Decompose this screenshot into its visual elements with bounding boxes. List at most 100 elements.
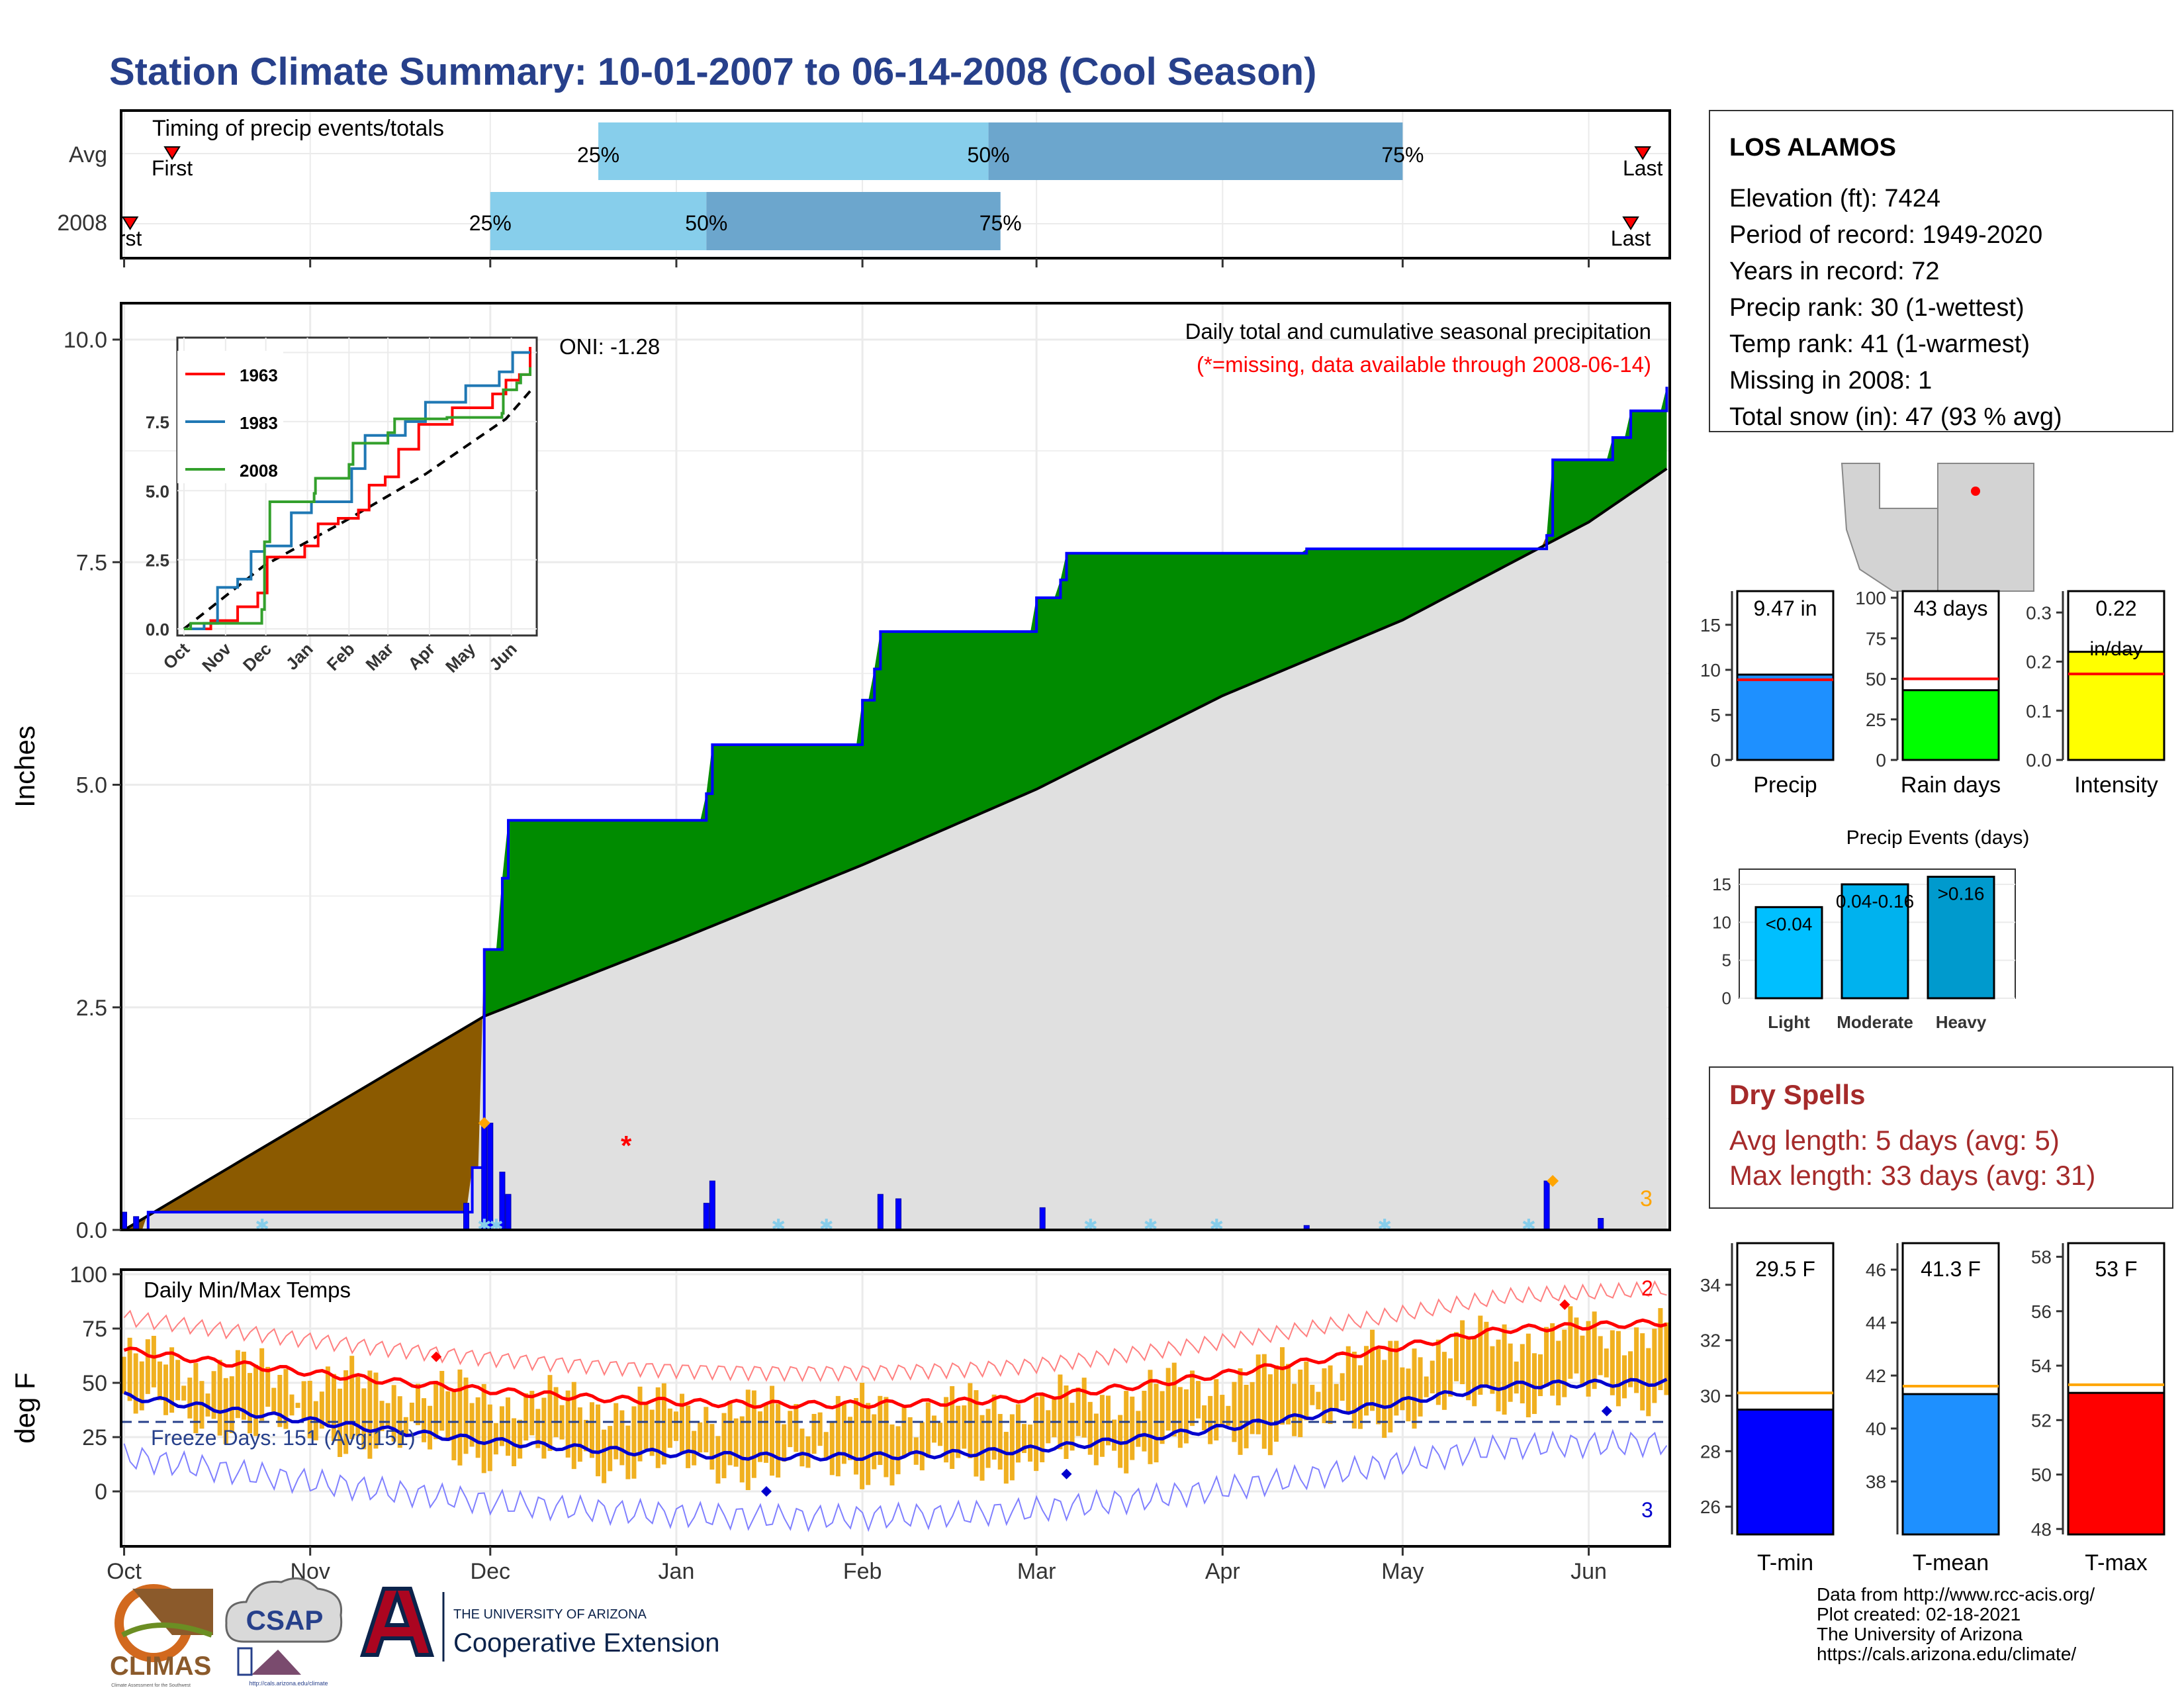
daily-temp-bar [733, 1418, 739, 1467]
event-marker-icon [1634, 146, 1651, 160]
y-tick-label: 25 [82, 1425, 107, 1450]
timing-frame [120, 109, 1671, 259]
daily-temp-bar [1615, 1331, 1621, 1407]
daily-temp-bar [1447, 1358, 1453, 1397]
daily-temp-bar [1531, 1353, 1537, 1415]
footer-credits: Data from http://www.rcc-acis.org/ Plot … [1817, 1584, 2095, 1664]
daily-temp-bar [1628, 1351, 1633, 1387]
precip-y-axis: 0.0 2.5 5.0 7.5 10.0 [64, 328, 121, 1243]
temp-summary-tick-label: 32 [1700, 1331, 1721, 1351]
month-label: Apr [1205, 1559, 1240, 1584]
daily-temp-bar [1304, 1361, 1309, 1421]
summary-tick-label: 10 [1700, 660, 1721, 680]
daily-temp-bar [1460, 1320, 1465, 1385]
daily-temp-bar [295, 1403, 300, 1408]
daily-temp-bar [974, 1390, 979, 1477]
month-label: May [1381, 1559, 1424, 1584]
temp-summary-bar [2067, 1391, 2165, 1536]
daily-temp-bar [157, 1361, 162, 1401]
daily-temp-bar [829, 1422, 835, 1476]
temp-summary-tick-label: 28 [1700, 1441, 1721, 1462]
daily-temp-bar [319, 1391, 324, 1429]
daily-temp-bar [253, 1364, 259, 1436]
temp-summary-tick-label: 54 [2031, 1356, 2052, 1376]
daily-temp-bar [506, 1397, 510, 1456]
csap-bars-icon [237, 1647, 253, 1676]
daily-temp-bar [1340, 1373, 1345, 1401]
daily-temp-bar [577, 1407, 582, 1462]
daily-temp-bar [661, 1383, 666, 1465]
daily-temp-bar [1430, 1360, 1435, 1393]
daily-temp-bar [614, 1403, 619, 1460]
summary-name-label: Rain days [1901, 773, 2001, 798]
daily-temp-bar [1124, 1391, 1129, 1474]
daily-temp-bar [343, 1370, 349, 1454]
event-category-label: Moderate [1837, 1012, 1913, 1032]
daily-temp-bar [1400, 1367, 1405, 1411]
count-max: 2 [1641, 1276, 1653, 1300]
station-line: Years in record: 72 [1729, 258, 1940, 285]
temp-summary-tick-label: 52 [2031, 1410, 2052, 1430]
inset-series-line [184, 367, 531, 630]
daily-temp-bar [1286, 1364, 1291, 1425]
events-title: Precip Events (days) [1846, 827, 2030, 849]
daily-temp-bar [794, 1403, 799, 1452]
daily-temp-bar [1075, 1387, 1081, 1436]
climas-mesa-icon [132, 1589, 213, 1635]
daily-temp-bar [1394, 1340, 1399, 1416]
daily-temp-bar [1171, 1362, 1177, 1437]
avg-min-line [123, 1378, 1668, 1462]
daily-temp-bar [901, 1407, 907, 1456]
daily-temp-bar [559, 1405, 565, 1440]
avg-cumulative-area [124, 469, 1667, 1230]
climas-logo: CLIMAS Climate Assessment for the Southw… [110, 1584, 213, 1688]
inset-y-tick-label: 7.5 [146, 412, 169, 432]
daily-temp-bar [1244, 1384, 1249, 1448]
daily-temp-bar [686, 1405, 691, 1468]
station-location-dot [1971, 487, 1980, 496]
daily-temp-bar [403, 1417, 408, 1436]
events-tick-label: 5 [1722, 951, 1731, 970]
daily-temp-bar [445, 1391, 451, 1441]
daily-temp-bar [1112, 1419, 1117, 1451]
daily-temp-bar [962, 1405, 967, 1449]
csap-text: CSAP [246, 1605, 324, 1636]
summary-tick-label: 50 [1866, 669, 1886, 690]
station-name: LOS ALAMOS [1729, 134, 1896, 162]
events-tick-label: 15 [1712, 874, 1731, 894]
credit-line: Data from http://www.rcc-acis.org/ [1817, 1584, 2095, 1605]
snow-marker-icon: ✱ [819, 1216, 834, 1236]
daily-temp-bar [1418, 1357, 1423, 1417]
temp-summary-tick-label: 38 [1866, 1472, 1886, 1492]
temp-summary-tick-label: 48 [2031, 1519, 2052, 1540]
temp-summary-tick-label: 46 [1866, 1260, 1886, 1280]
daily-temp-bar [1136, 1411, 1141, 1447]
daily-temp-bar [854, 1397, 859, 1475]
temp-summary-tick-label: 58 [2031, 1247, 2052, 1268]
daily-precip-bar [1543, 1180, 1550, 1231]
corner-count: 3 [1640, 1186, 1653, 1211]
daily-temp-bar [512, 1418, 517, 1466]
daily-temp-bar [1646, 1348, 1651, 1417]
daily-temp-bar [1267, 1374, 1273, 1456]
daily-temp-bar [1508, 1343, 1513, 1402]
temp-summary-tick-label: 42 [1866, 1366, 1886, 1386]
daily-temp-bar [1177, 1387, 1183, 1448]
daily-temp-bar [1604, 1348, 1609, 1378]
avg-cumulative-line [123, 467, 1668, 1231]
y-tick-label: 100 [69, 1262, 107, 1288]
timing-row-label: 2008 [57, 211, 107, 236]
daily-temp-bar [409, 1402, 414, 1422]
daily-temp-bar [1040, 1393, 1045, 1463]
y-tick-label: 5.0 [76, 773, 107, 798]
percentile-label: 50% [685, 211, 727, 235]
ua-logo: THE UNIVERSITY OF ARIZONA Cooperative Ex… [359, 1587, 719, 1662]
temp-summary-tick-label: 34 [1700, 1275, 1721, 1295]
inset-series-line [184, 347, 531, 630]
daily-temp-bar [847, 1417, 852, 1460]
timing-label: Timing of precip events/totals [152, 116, 444, 141]
daily-temp-bar [277, 1375, 283, 1427]
csap-cloud-icon [225, 1577, 343, 1643]
daily-temp-bar [1298, 1370, 1303, 1438]
